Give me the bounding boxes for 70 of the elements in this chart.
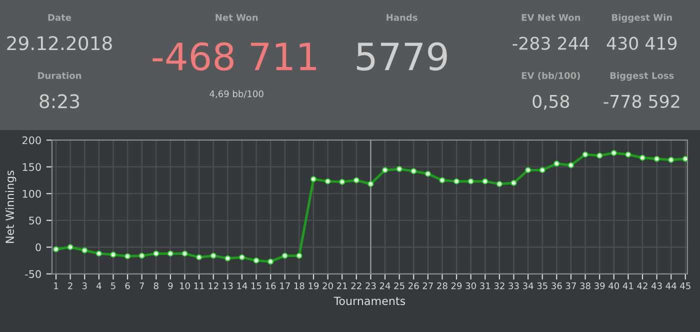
x-tick-label: 44: [666, 282, 676, 290]
x-tick-label: 7: [140, 282, 144, 290]
text: Date: [48, 14, 72, 21]
x-tick-label: 3: [82, 282, 87, 290]
x-tick-label: 37: [566, 282, 576, 290]
text: Biggest Loss: [610, 72, 674, 81]
x-tick-label: 2: [68, 282, 72, 290]
x-tick-label: 27: [422, 282, 433, 290]
x-tick-label: 30: [466, 282, 476, 290]
x-tick-label: 13: [222, 282, 233, 290]
y-tick-label: 200: [22, 136, 41, 144]
y-tick-label: 0: [36, 243, 41, 252]
x-tick-label: 34: [522, 282, 534, 290]
x-tick-label: 24: [380, 282, 390, 290]
y-tick-label: -50: [25, 270, 41, 278]
text: 0,58: [532, 94, 570, 110]
x-tick-label: 32: [494, 282, 504, 290]
x-tick-label: 21: [337, 282, 348, 290]
x-tick-label: 42: [637, 282, 648, 290]
x-tick-label: 33: [508, 282, 519, 290]
x-tick-label: 23: [366, 282, 376, 290]
x-tick-label: 26: [408, 282, 419, 290]
text: -283 244: [512, 36, 589, 50]
text: Net Won: [216, 14, 258, 21]
x-tick-label: 29: [451, 282, 462, 290]
x-tick-label: 15: [252, 282, 262, 290]
x-tick-label: 38: [580, 282, 590, 290]
x-axis-title: Tournaments: [334, 296, 406, 306]
x-tick-label: 16: [266, 282, 276, 290]
x-tick-label: 20: [322, 282, 333, 290]
x-tick-label: 31: [480, 282, 490, 290]
x-tick-label: 12: [208, 282, 218, 290]
x-tick-label: 36: [552, 282, 562, 290]
y-axis-title: Net Winnings: [5, 170, 16, 243]
text: -468 711: [152, 42, 316, 71]
x-tick-label: 22: [351, 282, 362, 290]
x-tick-label: 41: [622, 282, 634, 290]
x-tick-label: 19: [308, 282, 319, 290]
text: EV (bb/100): [522, 72, 580, 80]
text: EV Net Won: [522, 14, 580, 21]
x-tick-label: 9: [168, 282, 173, 290]
text: -778 592: [604, 94, 680, 108]
y-tick-label: 150: [22, 163, 41, 171]
text: 29.12.2018: [7, 36, 112, 50]
x-tick-label: 6: [125, 282, 130, 290]
x-tick-label: 28: [437, 282, 448, 290]
y-tick-label: 50: [29, 216, 41, 224]
text: 5779: [356, 42, 447, 71]
x-tick-label: 5: [111, 282, 116, 290]
y-tick-label: 100: [22, 190, 41, 198]
x-tick-label: 10: [180, 282, 190, 290]
text: Biggest Win: [612, 14, 672, 23]
x-tick-label: 40: [608, 282, 620, 290]
text: Duration: [38, 72, 82, 79]
x-tick-label: 17: [280, 282, 290, 290]
text: 8:23: [40, 94, 80, 108]
text: Hands: [386, 14, 418, 21]
text: 430 419: [606, 36, 677, 50]
x-tick-label: 18: [294, 282, 304, 290]
x-tick-label: 14: [237, 282, 248, 290]
x-tick-label: 8: [154, 282, 158, 290]
x-tick-label: 4: [96, 282, 102, 290]
x-tick-label: 11: [194, 282, 204, 290]
x-tick-label: 39: [594, 282, 605, 290]
x-tick-label: 35: [537, 282, 548, 290]
x-tick-label: 1: [54, 282, 58, 290]
text: 4,69 bb/100: [210, 90, 264, 98]
x-tick-label: 43: [651, 282, 662, 290]
x-tick-label: 25: [394, 282, 404, 290]
x-tick-label: 45: [680, 282, 690, 290]
